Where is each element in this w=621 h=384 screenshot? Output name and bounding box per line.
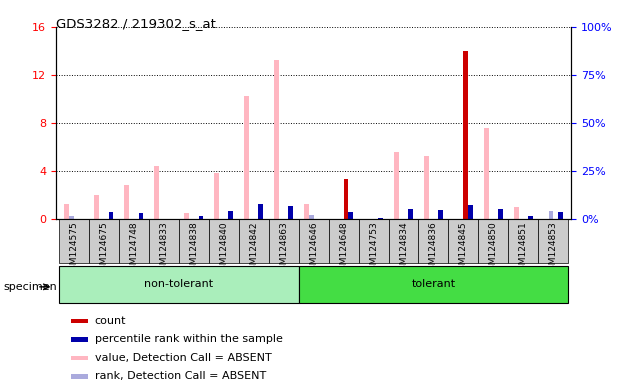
Bar	[179, 219, 209, 263]
Text: GSM124850: GSM124850	[489, 221, 498, 276]
Bar	[478, 219, 509, 263]
Bar	[343, 179, 348, 219]
Bar	[124, 185, 129, 219]
Bar	[304, 204, 309, 219]
Text: GSM124836: GSM124836	[429, 221, 438, 276]
Text: GSM124753: GSM124753	[369, 221, 378, 276]
Text: specimen: specimen	[3, 282, 57, 292]
Text: GSM124748: GSM124748	[129, 221, 138, 276]
Bar	[238, 219, 269, 263]
Text: GSM124838: GSM124838	[189, 221, 198, 276]
Bar	[274, 61, 279, 219]
Bar	[71, 356, 88, 360]
Bar	[299, 219, 329, 263]
Bar	[149, 219, 179, 263]
Bar	[71, 319, 88, 323]
Bar	[378, 218, 383, 219]
Bar	[348, 212, 353, 219]
Text: GSM124648: GSM124648	[339, 221, 348, 276]
Bar	[89, 219, 119, 263]
Text: GSM124853: GSM124853	[549, 221, 558, 276]
Bar	[288, 207, 293, 219]
Bar	[71, 337, 88, 342]
Bar	[109, 212, 114, 219]
Bar	[498, 209, 503, 219]
Text: GSM124863: GSM124863	[279, 221, 288, 276]
Bar	[419, 219, 448, 263]
Text: GSM124842: GSM124842	[249, 221, 258, 276]
Text: GSM124575: GSM124575	[70, 221, 78, 276]
Bar	[69, 216, 74, 219]
Bar	[358, 219, 389, 263]
Text: GSM124646: GSM124646	[309, 221, 318, 276]
Bar	[438, 210, 443, 219]
Bar	[514, 207, 519, 219]
Bar	[119, 219, 149, 263]
Bar	[184, 213, 189, 219]
Bar	[299, 266, 568, 303]
Text: value, Detection Call = ABSENT: value, Detection Call = ABSENT	[94, 353, 271, 363]
Bar	[244, 96, 249, 219]
Text: GSM124840: GSM124840	[219, 221, 228, 276]
Text: non-tolerant: non-tolerant	[144, 279, 214, 289]
Bar	[329, 219, 358, 263]
Text: tolerant: tolerant	[411, 279, 456, 289]
Text: GSM124675: GSM124675	[99, 221, 108, 276]
Text: rank, Detection Call = ABSENT: rank, Detection Call = ABSENT	[94, 371, 266, 381]
Bar	[394, 152, 399, 219]
Bar	[209, 219, 238, 263]
Bar	[59, 219, 89, 263]
Bar	[258, 204, 263, 219]
Bar	[528, 216, 533, 219]
Text: GSM124845: GSM124845	[459, 221, 468, 276]
Bar	[65, 204, 69, 219]
Text: GSM124834: GSM124834	[399, 221, 408, 276]
Bar	[463, 51, 468, 219]
Text: percentile rank within the sample: percentile rank within the sample	[94, 334, 283, 344]
Bar	[548, 211, 553, 219]
Bar	[408, 209, 413, 219]
Bar	[154, 166, 159, 219]
Bar	[269, 219, 299, 263]
Text: GSM124851: GSM124851	[519, 221, 528, 276]
Bar	[199, 216, 203, 219]
Bar	[389, 219, 419, 263]
Bar	[214, 173, 219, 219]
Bar	[94, 195, 99, 219]
Bar	[558, 212, 563, 219]
Bar	[468, 205, 473, 219]
Bar	[538, 219, 568, 263]
Text: GDS3282 / 219302_s_at: GDS3282 / 219302_s_at	[56, 17, 215, 30]
Text: GSM124833: GSM124833	[159, 221, 168, 276]
Bar	[424, 157, 428, 219]
Bar	[309, 215, 314, 219]
Bar	[138, 213, 143, 219]
Text: count: count	[94, 316, 126, 326]
Bar	[59, 266, 299, 303]
Bar	[71, 374, 88, 379]
Bar	[509, 219, 538, 263]
Bar	[229, 211, 233, 219]
Bar	[484, 127, 489, 219]
Bar	[448, 219, 478, 263]
